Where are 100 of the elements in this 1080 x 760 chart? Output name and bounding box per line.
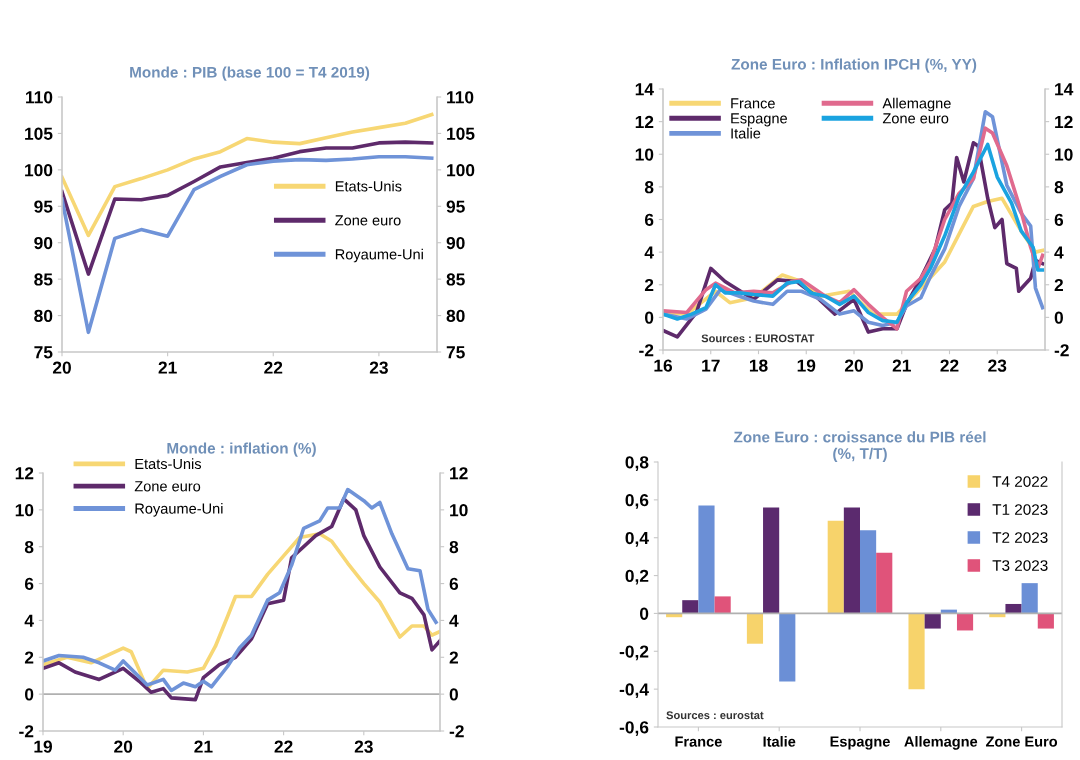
y-tick-label: 100 bbox=[25, 164, 53, 177]
legend-label: France bbox=[731, 98, 775, 109]
y-tick-label: 6 bbox=[24, 577, 34, 591]
bar bbox=[1005, 603, 1022, 614]
x-tick-label: Allemagne bbox=[904, 736, 978, 750]
y-tick-label: 0,8 bbox=[625, 456, 649, 471]
bar bbox=[843, 507, 860, 614]
y-tick-label: 10 bbox=[635, 148, 654, 161]
x-tick-label: 21 bbox=[892, 359, 911, 372]
legend-label: Allemagne bbox=[882, 97, 951, 112]
x-tick-label: 19 bbox=[797, 359, 816, 372]
y-tick-label: -0,2 bbox=[619, 645, 649, 661]
legend-label: Zone euro bbox=[882, 113, 949, 124]
y2-tick-label: -2 bbox=[1054, 344, 1069, 357]
y2-tick-label: 100 bbox=[447, 164, 475, 177]
x-tick-label: France bbox=[675, 736, 722, 747]
y-tick-label: 12 bbox=[15, 467, 34, 480]
x-tick-label: 21 bbox=[158, 361, 177, 374]
line-series bbox=[62, 112, 434, 238]
y-tick-label: 0,4 bbox=[625, 531, 649, 547]
line-series bbox=[62, 140, 434, 276]
bar bbox=[908, 613, 925, 690]
bar bbox=[956, 613, 974, 631]
y-tick-label: -0,6 bbox=[619, 721, 649, 736]
y2-tick-label: 6 bbox=[1054, 213, 1064, 226]
x-tick-label: 20 bbox=[114, 740, 133, 753]
y-tick-label: 0 bbox=[645, 311, 654, 324]
x-tick-label: 18 bbox=[749, 359, 768, 372]
y2-tick-label: 10 bbox=[1055, 148, 1073, 161]
x-tick-label: Italie bbox=[763, 736, 796, 747]
legend-label: T2 2023 bbox=[992, 532, 1048, 543]
y-tick-label: -2 bbox=[639, 344, 654, 357]
y2-tick-label: 105 bbox=[447, 127, 475, 140]
y2-tick-label: 2 bbox=[1054, 278, 1063, 292]
x-tick-label: 23 bbox=[354, 740, 373, 753]
y2-tick-label: 80 bbox=[446, 309, 465, 323]
legend-label: Etats-Unis bbox=[135, 458, 202, 470]
y-tick-label: -0,4 bbox=[619, 683, 649, 699]
bar bbox=[876, 552, 893, 614]
y2-tick-label: 0 bbox=[1054, 311, 1063, 324]
y2-tick-label: 10 bbox=[450, 504, 468, 517]
annotation: Sources : eurostat bbox=[666, 711, 764, 720]
y2-tick-label: 6 bbox=[449, 577, 459, 591]
y2-tick-label: -2 bbox=[449, 725, 464, 738]
chart-title: Monde : PIB (base 100 = T4 2019) bbox=[130, 66, 370, 81]
x-tick-label: 20 bbox=[52, 361, 71, 374]
line-series bbox=[62, 154, 434, 335]
legend-label: T3 2023 bbox=[992, 560, 1048, 571]
y-tick-label: 6 bbox=[644, 213, 654, 226]
y-tick-label: 85 bbox=[34, 273, 53, 286]
chart-title: Monde : inflation (%) bbox=[167, 442, 316, 457]
bar bbox=[924, 613, 941, 629]
x-tick-label: 23 bbox=[988, 359, 1007, 372]
legend-label: Espagne bbox=[731, 113, 788, 127]
legend-label: Zone euro bbox=[335, 215, 401, 226]
bar bbox=[682, 600, 699, 614]
x-tick-label: 22 bbox=[940, 359, 959, 372]
y2-tick-label: 4 bbox=[1054, 246, 1064, 259]
legend-label: T1 2023 bbox=[992, 504, 1048, 515]
y-tick-label: 105 bbox=[25, 127, 53, 140]
y-tick-label: 0 bbox=[640, 607, 649, 620]
legend-label: Etats-Unis bbox=[335, 180, 402, 192]
y2-tick-label: 8 bbox=[449, 540, 459, 554]
legend-label: Zone euro bbox=[134, 481, 201, 492]
y-tick-label: 4 bbox=[644, 246, 654, 259]
legend-label: Royaume-Uni bbox=[335, 248, 423, 263]
x-tick-label: 22 bbox=[274, 740, 293, 753]
y2-tick-label: 14 bbox=[1055, 83, 1074, 96]
y-tick-label: 4 bbox=[24, 614, 34, 627]
y-tick-label: -2 bbox=[19, 725, 34, 738]
y2-tick-label: 0 bbox=[449, 688, 458, 701]
y-tick-label: 8 bbox=[24, 540, 34, 554]
y-tick-label: 110 bbox=[26, 91, 53, 104]
line-series bbox=[43, 532, 440, 691]
y2-tick-label: 90 bbox=[446, 236, 465, 250]
bar bbox=[860, 530, 877, 614]
y-tick-label: 0,2 bbox=[625, 569, 649, 585]
x-tick-label: 22 bbox=[264, 361, 283, 374]
chart-title: Zone Euro : Inflation IPCH (%, YY) bbox=[731, 58, 977, 73]
chart-title: Zone Euro : croissance du PIB réel (%, T/T) bbox=[733, 431, 986, 462]
y2-tick-label: 75 bbox=[446, 346, 465, 359]
y-tick-label: 90 bbox=[34, 236, 53, 250]
y-tick-label: 95 bbox=[34, 200, 53, 213]
y2-tick-label: 95 bbox=[446, 200, 465, 213]
y-tick-label: 2 bbox=[644, 278, 654, 292]
y2-tick-label: 2 bbox=[449, 651, 458, 664]
bar bbox=[1037, 613, 1054, 629]
bar bbox=[714, 596, 731, 614]
y-tick-label: 2 bbox=[24, 651, 34, 664]
y-tick-label: 0,6 bbox=[625, 494, 649, 509]
y2-tick-label: 110 bbox=[447, 91, 474, 104]
bar bbox=[779, 613, 796, 682]
x-tick-label: 21 bbox=[194, 740, 213, 753]
x-tick-label: 19 bbox=[34, 740, 53, 753]
bar bbox=[827, 520, 844, 614]
y-tick-label: 8 bbox=[644, 181, 654, 194]
y-tick-label: 75 bbox=[34, 346, 53, 359]
x-tick-label: 17 bbox=[702, 359, 720, 372]
y2-tick-label: 4 bbox=[449, 614, 459, 627]
legend-label: T4 2022 bbox=[992, 476, 1048, 487]
